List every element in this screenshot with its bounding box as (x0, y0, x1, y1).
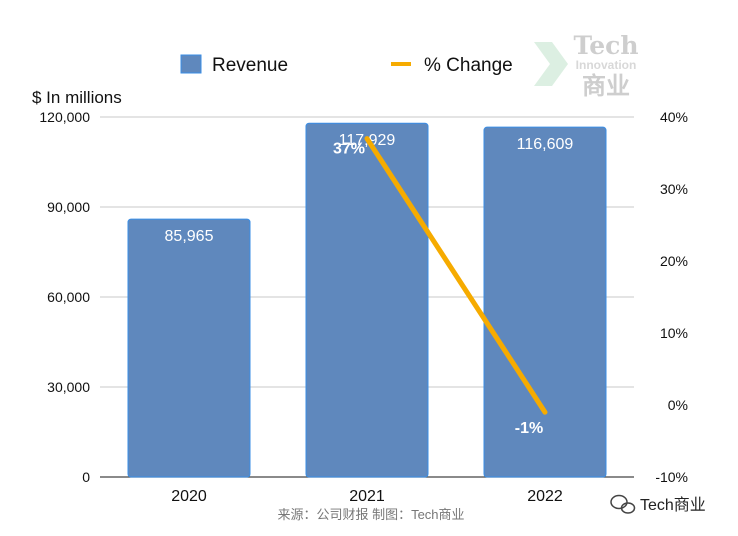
x-tick-label: 2022 (527, 488, 563, 505)
revenue-bar-label: 85,965 (165, 228, 214, 245)
right-tick-label: 40% (660, 109, 688, 125)
legend-label-revenue: Revenue (212, 55, 288, 76)
change-line (364, 136, 548, 415)
wechat-icon (610, 494, 636, 514)
right-tick-label: 30% (660, 181, 688, 197)
watermark-title: Tech (573, 31, 638, 60)
watermark-arrow-icon (534, 42, 568, 86)
brand-tag: Tech商业 (610, 494, 706, 514)
right-tick-label: 10% (660, 325, 688, 341)
legend-swatch-revenue (180, 54, 202, 74)
x-tick-label: 2020 (171, 488, 207, 505)
x-axis-ticks: 2020 2021 2022 (171, 488, 563, 505)
left-axis-ticks: 0 30,000 60,000 90,000 120,000 (39, 109, 90, 485)
revenue-bar (127, 218, 251, 478)
revenue-bar (305, 122, 429, 478)
brand-name: Tech商业 (640, 496, 706, 514)
left-tick-label: 120,000 (39, 109, 90, 125)
change-labels: 37% -1% (333, 141, 543, 438)
change-label: -1% (515, 420, 543, 437)
revenue-bar (483, 126, 607, 478)
left-tick-label: 30,000 (47, 379, 90, 395)
left-axis-label: $ In millions (32, 88, 122, 107)
change-line-path (364, 136, 548, 415)
left-tick-label: 60,000 (47, 289, 90, 305)
right-tick-label: -10% (655, 469, 688, 485)
x-tick-label: 2021 (349, 488, 385, 505)
source-note: 来源：公司财报 制图：Tech商业 (277, 507, 464, 522)
legend-label-change: % Change (424, 55, 513, 76)
watermark-cn: 商业 (582, 71, 630, 100)
left-tick-label: 0 (82, 469, 90, 485)
watermark-logo: Tech Innovation 商业 (534, 31, 639, 100)
legend: Revenue % Change (180, 54, 513, 76)
right-tick-label: 20% (660, 253, 688, 269)
left-tick-label: 90,000 (47, 199, 90, 215)
revenue-bars (127, 122, 607, 478)
right-axis-ticks: -10% 0% 10% 20% 30% 40% (655, 109, 688, 485)
change-label: 37% (333, 141, 365, 158)
watermark-subtitle: Innovation (576, 58, 637, 72)
revenue-bar-label: 116,609 (517, 136, 574, 153)
right-tick-label: 0% (668, 397, 688, 413)
